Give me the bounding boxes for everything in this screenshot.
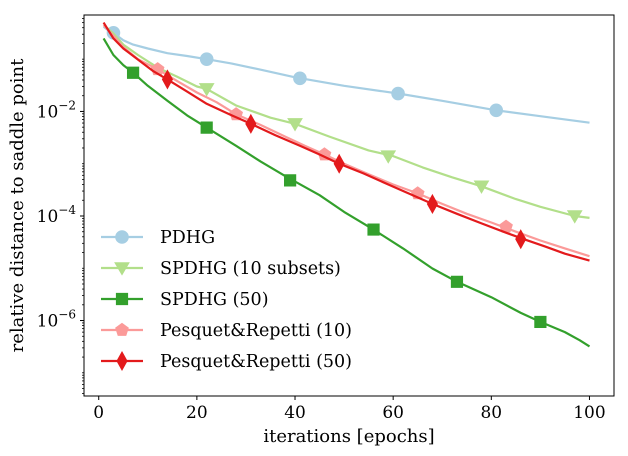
legend-label: SPDHG (50) [160,290,269,310]
y-tick-label-exponent: −2 [58,98,76,112]
series-marker [161,69,173,90]
legend-label: Pesquet&Repetti (10) [160,321,352,341]
series-marker [515,229,527,250]
series-marker [489,103,504,118]
series-layer [102,22,591,348]
legend-entry: PDHG [101,228,215,248]
x-axis-title: iterations [epochs] [263,426,434,447]
series-marker [284,174,297,187]
series-line [102,22,590,262]
series-marker [333,153,345,174]
x-tick-label: 100 [573,403,605,423]
legend-marker [115,292,129,306]
series-marker [380,150,397,164]
series-marker [287,118,303,132]
series-marker [534,315,547,329]
legend-entry: SPDHG (10 subsets) [101,259,341,279]
x-tick-label: 80 [480,403,502,423]
y-tick-label: 10−4 [37,203,77,227]
series-3 [102,37,591,348]
legend-entry: Pesquet&Repetti (10) [101,321,352,341]
series-marker [199,52,214,66]
legend-label: SPDHG (10 subsets) [160,259,341,279]
series-marker [367,223,380,236]
legend-marker [114,262,130,276]
axes-frame [83,14,615,397]
x-tick-label: 20 [186,403,208,423]
legend-marker [115,230,129,244]
series-marker [450,275,464,288]
y-tick-label-base: 10 [37,312,59,332]
legend-entry: Pesquet&Repetti (50) [101,350,352,372]
y-tick-label-exponent: −4 [58,203,76,217]
legend-marker [116,350,128,372]
y-tick-label-base: 10 [37,102,59,122]
series-line [102,37,591,348]
series-marker [245,113,257,134]
legend-label: PDHG [160,228,215,248]
legend: PDHG SPDHG (10 subsets) SPDHG (50) Pesquet&… [101,228,352,372]
x-tick-label: 60 [382,403,404,423]
y-tick-label: 10−6 [37,308,76,332]
y-axis-title: relative distance to saddle point [7,58,28,352]
legend-entry: SPDHG (50) [101,290,269,310]
series-marker [293,71,307,86]
x-tick-label: 40 [284,403,306,423]
series-1 [102,25,590,124]
x-tick-label: 0 [93,403,104,423]
series-marker [317,147,332,161]
series-marker [566,210,583,224]
series-marker [198,83,215,97]
y-tick-label-exponent: −6 [58,308,76,322]
y-tick-label: 10−2 [37,98,76,122]
series-marker [391,86,405,101]
series-marker [200,121,213,134]
series-marker [473,180,490,194]
series-5 [102,22,590,262]
y-tick-label-base: 10 [37,207,59,227]
series-4 [102,24,590,258]
series-2 [102,24,590,224]
legend-label: Pesquet&Repetti (50) [160,352,352,372]
legend-marker [115,322,129,336]
series-marker [426,193,438,214]
series-marker [126,66,140,79]
